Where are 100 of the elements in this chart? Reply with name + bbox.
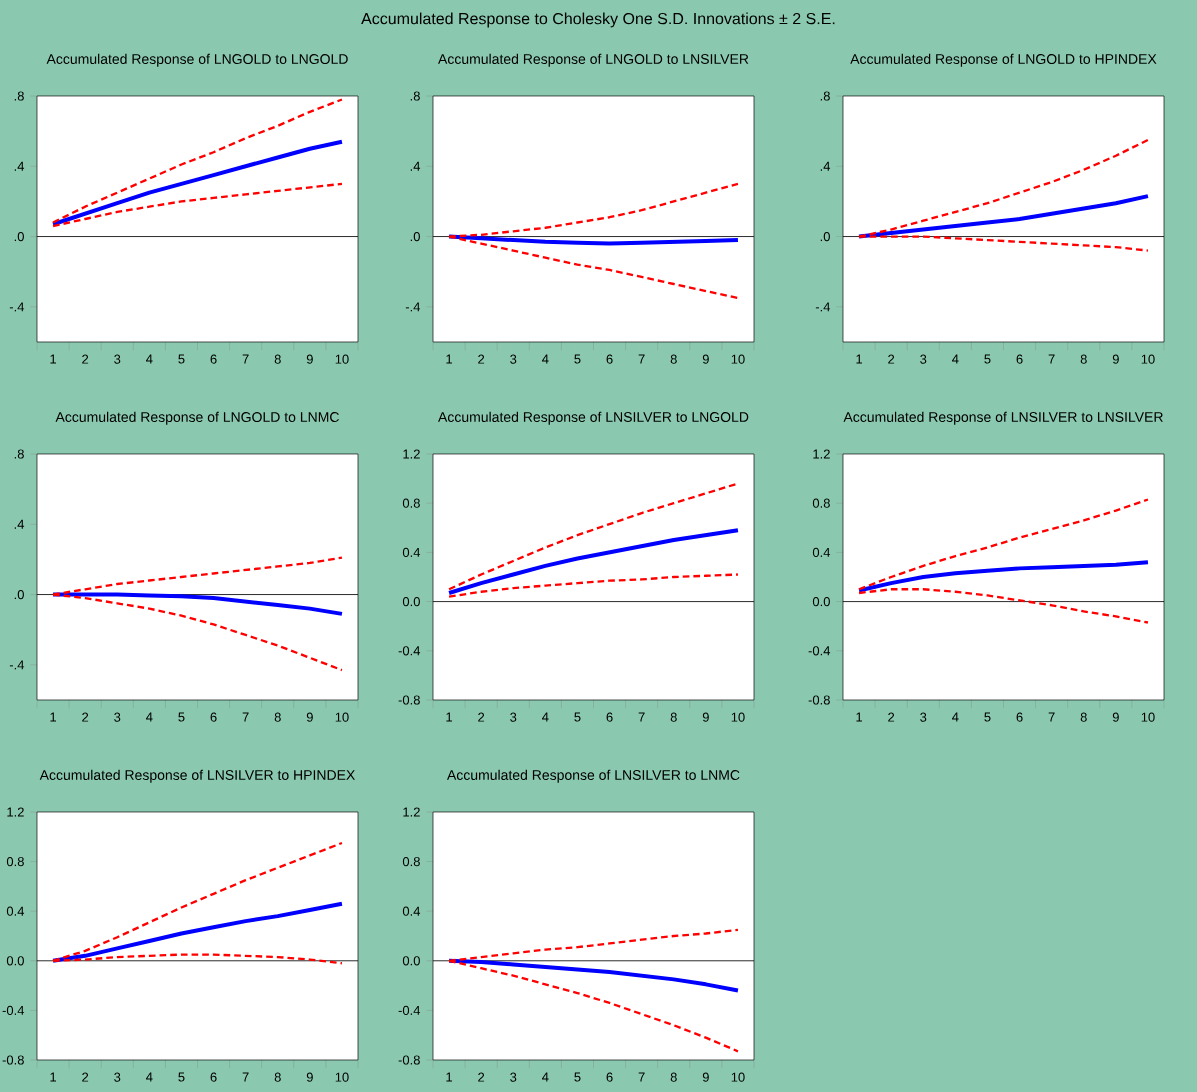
y-tick-label: -0.4 — [2, 1005, 25, 1015]
x-tick-label: 3 — [114, 354, 121, 364]
y-tick-label: 1.2 — [813, 449, 830, 459]
y-tick-label: 0.0 — [402, 596, 420, 607]
y-tick-label: -0.4 — [398, 1005, 421, 1015]
chart-title: Accumulated Response of LNSILVER to LNSILVER — [843, 411, 1163, 425]
x-tick-label: 2 — [82, 354, 89, 364]
x-tick-label: 7 — [638, 712, 645, 722]
x-tick-label: 8 — [670, 1072, 677, 1082]
x-tick-label: 6 — [210, 1072, 217, 1082]
y-tick-label: -0.8 — [398, 695, 420, 705]
x-tick-label: 10 — [731, 1072, 745, 1082]
x-tick-label: 1 — [50, 1072, 57, 1082]
x-tick-label: 1 — [856, 712, 863, 722]
y-tick-label: .8 — [410, 91, 420, 101]
y-tick-label: .4 — [14, 161, 25, 171]
y-tick-label: 0.0 — [812, 596, 830, 607]
x-tick-label: 3 — [114, 712, 121, 722]
y-tick-label: 0.4 — [402, 906, 421, 916]
x-tick-label: 9 — [1112, 354, 1119, 364]
x-tick-label: 5 — [574, 354, 581, 364]
y-tick-label: -.4 — [405, 302, 421, 312]
y-tick-label: .4 — [820, 161, 831, 171]
x-tick-label: 2 — [478, 1072, 485, 1082]
x-tick-label: 3 — [510, 354, 517, 364]
x-tick-label: 10 — [731, 354, 745, 364]
x-tick-label: 8 — [670, 354, 677, 364]
y-tick-label: -0.4 — [398, 646, 421, 656]
x-tick-label: 5 — [984, 354, 991, 364]
x-tick-label: 8 — [274, 712, 281, 722]
y-tick-label: -.4 — [9, 302, 25, 312]
x-tick-label: 4 — [952, 354, 959, 364]
x-tick-label: 5 — [574, 712, 581, 722]
y-tick-label: 1.2 — [7, 807, 24, 817]
y-tick-label: -0.8 — [2, 1055, 24, 1065]
x-tick-label: 8 — [274, 354, 281, 364]
y-tick-label: 0.8 — [812, 498, 830, 508]
x-tick-label: 9 — [1112, 712, 1119, 722]
x-tick-label: 10 — [335, 712, 349, 722]
x-tick-label: 10 — [1141, 712, 1155, 722]
x-tick-label: 2 — [888, 354, 895, 364]
x-tick-label: 8 — [670, 712, 677, 722]
x-tick-label: 8 — [1080, 354, 1087, 364]
x-tick-label: 4 — [542, 712, 549, 722]
x-tick-label: 6 — [606, 1072, 613, 1082]
x-tick-label: 10 — [731, 712, 745, 722]
y-tick-label: -0.8 — [808, 695, 830, 705]
x-tick-label: 8 — [1080, 712, 1087, 722]
y-tick-label: 0.0 — [402, 956, 420, 966]
y-tick-label: 1.2 — [403, 449, 420, 459]
x-tick-label: 2 — [82, 1072, 89, 1082]
x-tick-label: 5 — [178, 1072, 185, 1082]
y-tick-label: .8 — [820, 91, 830, 101]
x-tick-label: 9 — [306, 1072, 313, 1082]
x-tick-label: 8 — [274, 1072, 281, 1082]
x-tick-label: 7 — [242, 354, 249, 364]
x-tick-label: 9 — [306, 712, 313, 722]
x-tick-label: 6 — [210, 712, 217, 722]
y-tick-label: -0.8 — [398, 1055, 420, 1065]
x-tick-label: 7 — [1048, 354, 1055, 364]
x-tick-label: 6 — [210, 354, 217, 364]
x-tick-label: 5 — [178, 354, 185, 364]
line-series — [447, 573, 740, 598]
x-tick-label: 3 — [920, 354, 927, 364]
x-tick-label: 7 — [242, 712, 249, 722]
y-tick-label: 0.4 — [402, 547, 421, 557]
chart-title: Accumulated Response of LNGOLD to HPINDEX — [850, 53, 1157, 67]
y-tick-label: .0 — [14, 231, 24, 242]
y-tick-label: 0.8 — [402, 498, 420, 508]
x-tick-label: 6 — [1016, 354, 1023, 364]
y-tick-label: .4 — [410, 161, 421, 171]
x-tick-label: 9 — [702, 1072, 709, 1082]
x-tick-label: 2 — [82, 712, 89, 722]
y-tick-label: .8 — [14, 449, 24, 459]
y-tick-label: 1.2 — [403, 807, 420, 817]
x-tick-label: 10 — [1141, 354, 1155, 364]
x-tick-label: 5 — [178, 712, 185, 722]
y-tick-label: .8 — [14, 91, 24, 101]
y-tick-label: -0.4 — [808, 646, 831, 656]
x-tick-label: 1 — [50, 354, 57, 364]
x-tick-label: 2 — [478, 354, 485, 364]
x-tick-label: 6 — [606, 354, 613, 364]
y-tick-label: .0 — [820, 231, 830, 242]
x-tick-label: 9 — [702, 712, 709, 722]
text: Accumulated Response to Cholesky One S.D. Innovations ± 2 S.E. — [361, 12, 835, 28]
x-tick-label: 4 — [952, 712, 959, 722]
x-tick-label: 4 — [146, 712, 153, 722]
y-tick-label: .0 — [14, 589, 24, 600]
y-tick-label: -.4 — [815, 302, 831, 312]
y-tick-label: 0.4 — [6, 906, 25, 916]
y-tick-label: 0.8 — [402, 856, 420, 867]
x-tick-label: 5 — [984, 712, 991, 722]
x-tick-label: 9 — [306, 354, 313, 364]
x-tick-label: 1 — [50, 712, 57, 722]
x-tick-label: 3 — [510, 1072, 517, 1082]
y-tick-label: 0.8 — [6, 856, 24, 867]
y-tick-label: 0.4 — [812, 547, 831, 557]
line-series — [857, 560, 1150, 593]
x-tick-label: 1 — [446, 1072, 453, 1082]
chart-title: Accumulated Response of LNGOLD to LNSILVER — [438, 53, 749, 67]
